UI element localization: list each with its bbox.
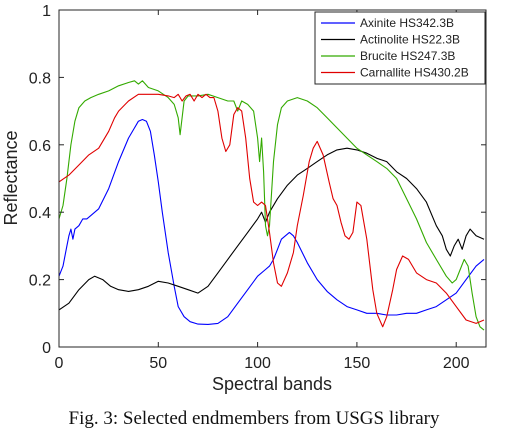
legend-label-3: Brucite HS247.3B xyxy=(360,49,455,63)
x-tick-label: 200 xyxy=(443,355,470,372)
y-tick-label: 0.2 xyxy=(29,273,51,290)
plot-frame xyxy=(58,9,487,348)
legend-label-1: Axinite HS342.3B xyxy=(360,16,454,30)
y-tick-label: 0.6 xyxy=(29,138,51,155)
x-tick-label: 0 xyxy=(55,355,64,372)
legend: Axinite HS342.3B Actinolite HS22.3B Brucit… xyxy=(314,11,486,85)
axis-ticks: 0 50 100 150 200 0 0.2 0.4 0.6 0.8 1 xyxy=(29,3,486,372)
series-line-1 xyxy=(59,118,485,325)
x-tick-label: 150 xyxy=(344,355,371,372)
y-axis-title: Reflectance xyxy=(1,130,21,225)
y-tick-label: 0 xyxy=(42,340,51,357)
series-line-4 xyxy=(59,93,485,328)
series-layer xyxy=(59,80,485,331)
x-tick-label: 100 xyxy=(244,355,271,372)
y-tick-label: 1 xyxy=(42,3,51,20)
y-tick-label: 0.4 xyxy=(29,205,51,222)
series-line-3 xyxy=(59,80,485,331)
x-tick-label: 50 xyxy=(149,355,167,372)
x-axis-title: Spectral bands xyxy=(212,374,332,394)
legend-label-4: Carnallite HS430.2B xyxy=(360,66,469,80)
y-tick-label: 0.8 xyxy=(29,70,51,87)
series-line-2 xyxy=(59,147,485,311)
figure-caption: Fig. 3: Selected endmembers from USGS li… xyxy=(68,408,440,429)
legend-label-2: Actinolite HS22.3B xyxy=(360,33,460,47)
